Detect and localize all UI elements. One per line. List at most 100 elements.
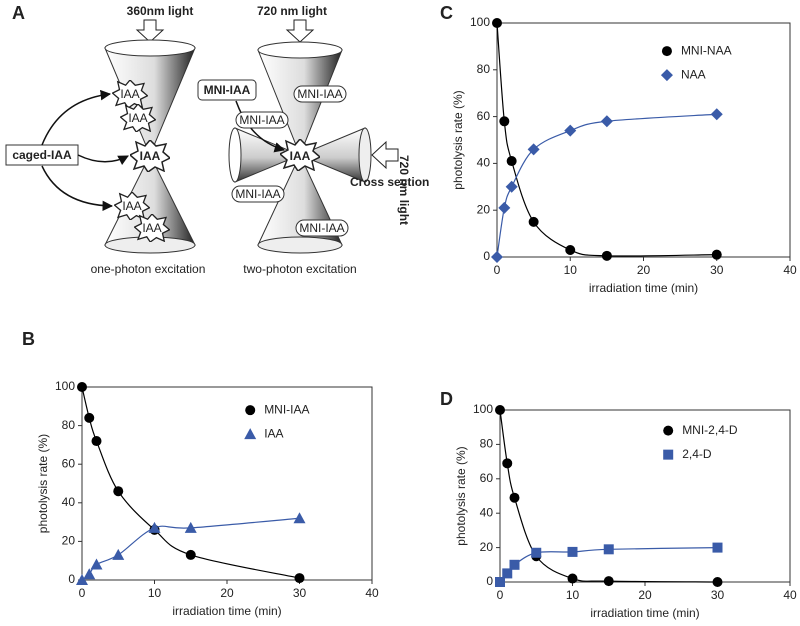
cone-end: [358, 127, 372, 183]
x-tick-label: 30: [293, 586, 307, 600]
marker: [567, 546, 578, 557]
y-axis-label: photolysis rate (%): [36, 434, 50, 533]
marker: [498, 201, 511, 214]
marker: [509, 559, 520, 570]
marker: [495, 405, 505, 415]
molecule: IAA: [140, 149, 161, 163]
y-tick-label: 20: [480, 540, 494, 554]
marker: [495, 577, 505, 587]
caged-label: MNI-IAA: [204, 83, 251, 97]
molecule: IAA: [120, 87, 139, 101]
marker: [600, 115, 613, 128]
x-axis-label: irradiation time (min): [590, 606, 699, 620]
x-tick-label: 10: [148, 586, 162, 600]
cone-top: [104, 39, 196, 57]
pills: [231, 85, 349, 237]
y-tick-label: 100: [55, 379, 75, 393]
molecule: MNI-IAA: [297, 87, 342, 101]
x-tick-label: 40: [783, 263, 797, 277]
y-tick-label: 80: [62, 418, 76, 432]
marker: [505, 180, 518, 193]
marker: [184, 521, 197, 533]
legend-marker: [663, 425, 674, 436]
x-tick-label: 20: [637, 263, 651, 277]
marker: [506, 156, 517, 167]
legend-marker: [244, 428, 257, 440]
caged-label: caged-IAA: [12, 148, 72, 162]
legend-label: MNI-2,4-D: [682, 423, 738, 437]
marker: [492, 18, 502, 28]
y-tick-label: 80: [480, 437, 494, 451]
x-tick-label: 20: [638, 588, 652, 602]
y-tick-label: 20: [477, 202, 491, 216]
marker: [531, 547, 542, 558]
x-axis-label: irradiation time (min): [172, 604, 281, 618]
caption: one-photon excitation: [91, 262, 206, 276]
light-label: 720 nm light: [257, 4, 327, 18]
marker: [502, 568, 513, 579]
marker: [185, 549, 196, 560]
fit-curve: [496, 113, 717, 258]
plot-frame: [81, 386, 373, 581]
marker: [90, 558, 103, 570]
arrow: [285, 19, 315, 43]
y-tick-label: 40: [62, 495, 76, 509]
marker: [603, 576, 614, 587]
legend-label: MNI-NAA: [681, 43, 732, 57]
marker: [712, 577, 723, 587]
marker: [76, 574, 88, 585]
y-tick-label: 0: [483, 249, 490, 263]
y-tick-label: 100: [470, 15, 490, 29]
y-axis-label: photolysis rate (%): [451, 90, 465, 189]
x-tick-label: 30: [711, 588, 725, 602]
marker: [528, 216, 539, 227]
marker: [603, 544, 614, 555]
marker: [601, 250, 612, 261]
annotation: Cross section: [350, 175, 429, 189]
x-tick-label: 40: [365, 586, 379, 600]
panel-label: A: [12, 3, 25, 23]
legend-label: 2,4-D: [682, 447, 712, 461]
marker: [83, 568, 96, 580]
panel-label: D: [440, 389, 453, 409]
molecule: IAA: [128, 111, 147, 125]
molecule: MNI-IAA: [235, 187, 280, 201]
marker: [502, 458, 513, 469]
legend-label: NAA: [681, 67, 706, 81]
x-tick-label: 0: [79, 586, 86, 600]
light-label: 720 nm light: [397, 155, 411, 225]
caption: two-photon excitation: [243, 262, 356, 276]
arrow: [235, 100, 286, 153]
caged-box: [197, 79, 257, 101]
cone-top: [257, 41, 343, 59]
y-tick-label: 0: [486, 574, 493, 588]
y-axis-label: photolysis rate (%): [454, 446, 468, 545]
marker: [84, 412, 95, 423]
marker: [711, 249, 722, 260]
y-tick-label: 60: [477, 109, 491, 123]
plot-frame: [499, 409, 791, 583]
x-tick-label: 10: [564, 263, 578, 277]
x-tick-label: 0: [497, 588, 504, 602]
marker: [112, 548, 125, 560]
y-tick-label: 40: [480, 505, 494, 519]
legend-label: MNI-IAA: [264, 402, 309, 416]
marker: [712, 542, 723, 553]
arrows: [41, 89, 129, 212]
panel-label: C: [440, 3, 453, 23]
marker: [491, 251, 503, 263]
y-tick-label: 40: [477, 156, 491, 170]
legend-marker: [245, 405, 256, 416]
marker: [509, 492, 520, 503]
marker: [148, 521, 161, 533]
arrow: [135, 19, 165, 43]
marker: [710, 108, 723, 121]
marker: [91, 436, 102, 447]
marker: [293, 512, 306, 524]
y-tick-label: 20: [62, 534, 76, 548]
legend-label: IAA: [264, 426, 283, 440]
x-tick-label: 20: [220, 586, 234, 600]
marker: [113, 486, 124, 497]
